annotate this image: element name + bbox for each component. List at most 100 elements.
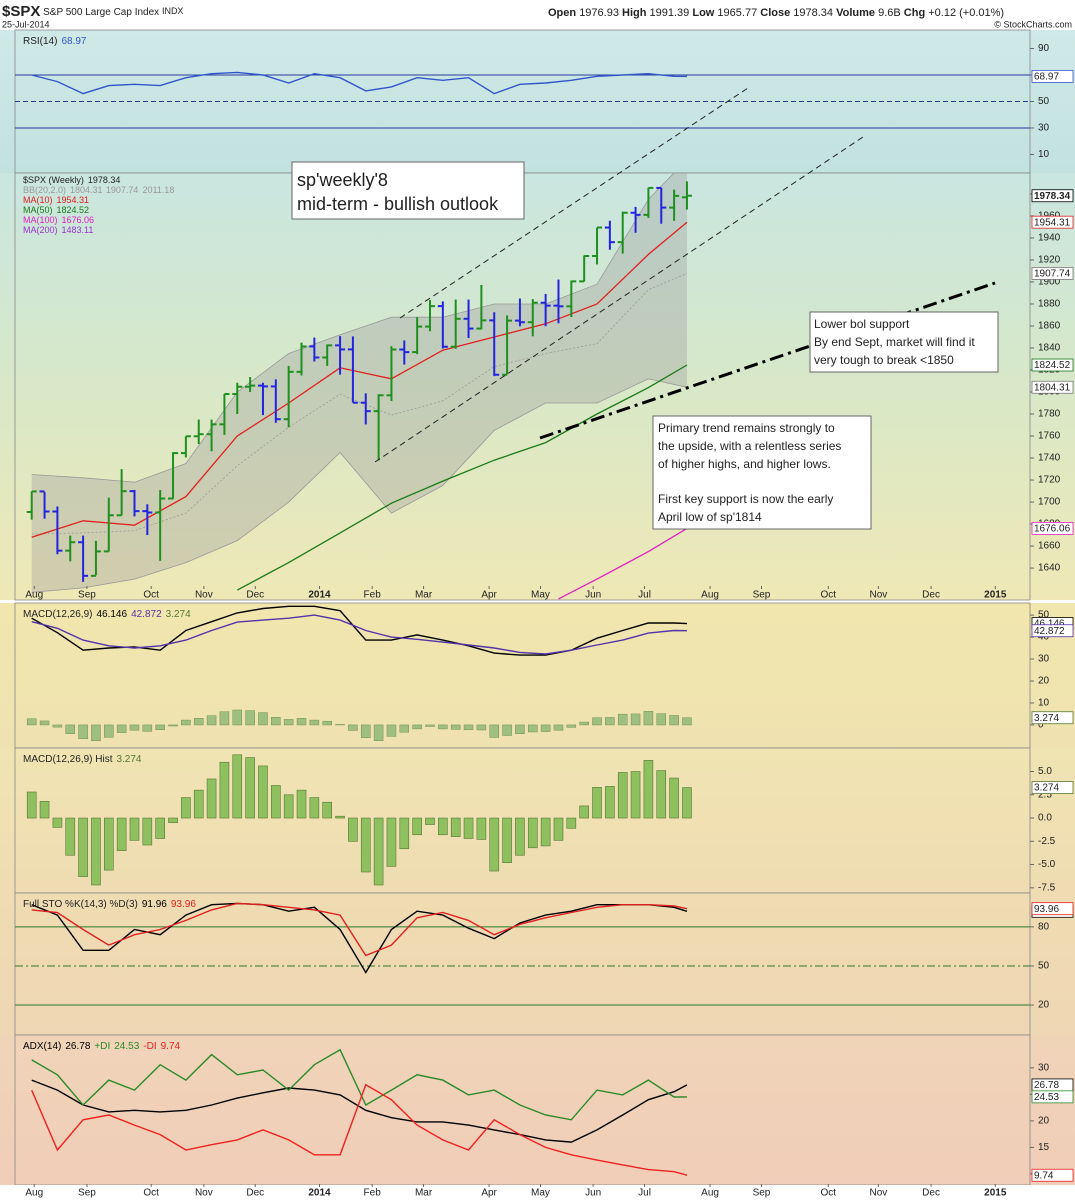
x-tick-label: May: [531, 590, 550, 601]
legend-entry: MA(100): [23, 215, 58, 225]
panel-background: [0, 1035, 1075, 1185]
histogram-bar: [515, 817, 525, 856]
legend-entry: MACD(12,26,9): [23, 609, 92, 620]
y-tick-label: 1860: [1038, 321, 1061, 332]
plot-area: [26, 173, 692, 600]
histogram-bar: [450, 724, 461, 730]
histogram-bar: [91, 724, 101, 742]
date: 25-Jul-2014: [2, 19, 50, 29]
histogram-bar: [605, 717, 615, 726]
annotation-text: First key support is now the early: [658, 492, 833, 506]
x-tick-label: Jul: [638, 590, 651, 601]
x-axis-background: [0, 1185, 1075, 1200]
histogram-bar: [65, 817, 76, 856]
histogram-bar: [682, 787, 692, 819]
plot-area: [15, 902, 1030, 1006]
y-tick-label: 1740: [1038, 453, 1061, 464]
y-tick-label: 30: [1038, 1063, 1050, 1074]
index-name: S&P 500 Large Cap Index: [43, 7, 159, 18]
y-tick-label: 1640: [1038, 563, 1061, 574]
y-tick-label: 1900: [1038, 277, 1061, 288]
x-tick-label: Feb: [364, 1188, 382, 1199]
legend-entry: RSI(14): [23, 36, 57, 47]
x-tick-label: Dec: [922, 590, 940, 601]
x-tick-label: May: [531, 1188, 550, 1199]
x-tick-label: Aug: [25, 590, 43, 601]
label: Open: [548, 7, 576, 19]
label: Close: [760, 7, 790, 19]
y-tick-label: 50: [1038, 96, 1050, 107]
annotation-1: sp'weekly'8 mid-term - bullish outlook: [291, 161, 525, 220]
histogram-bar: [463, 817, 474, 839]
histogram-bar: [412, 724, 422, 730]
channel-lower: [374, 134, 867, 463]
value-tag: [1031, 1090, 1074, 1104]
histogram-bar: [386, 817, 397, 867]
histogram-bar: [656, 770, 667, 819]
x-tick-label: Apr: [481, 1188, 497, 1199]
histogram-bar: [617, 772, 628, 819]
legend: ADX(14) 26.78 +DI 24.53 -DI 9.74: [23, 1041, 181, 1052]
histogram-bar: [553, 817, 564, 841]
volume: 9.6B: [878, 7, 901, 19]
y-tick-label: 0: [1038, 720, 1044, 731]
histogram-bar: [540, 817, 551, 847]
y-tick-label: 1660: [1038, 541, 1061, 552]
symbol: $SPX: [2, 3, 40, 20]
histogram-bar: [296, 718, 307, 726]
label: Chg: [904, 7, 925, 19]
annotation-text: of higher highs, and higher lows.: [658, 457, 831, 471]
legend-entry: 9.74: [161, 1041, 181, 1052]
x-axis: Aug Sep Oct Nov Dec 2014 Feb Mar Apr May Jun Jul Aug…: [0, 1184, 1075, 1200]
histogram-bar: [360, 817, 371, 873]
value-tag-label: 24.53: [1034, 1092, 1059, 1103]
histogram-bar: [258, 765, 268, 819]
low: 1965.77: [717, 7, 757, 19]
plot-area: [26, 754, 692, 886]
legend-entry: ADX(14): [23, 1041, 61, 1052]
value-tag-label: 1804.31: [1034, 382, 1071, 393]
y-tick-label: 50: [1038, 961, 1050, 972]
x-tick-label: Sep: [78, 1188, 96, 1199]
histogram-bar: [386, 724, 397, 737]
x-tick-label: Sep: [753, 1188, 771, 1199]
panel: 1015202530ADX(14)26.78+DI24.53-DI9.7426.…: [0, 1034, 1075, 1186]
histogram-bar: [245, 710, 255, 726]
histogram-bar: [553, 724, 564, 731]
histogram-bar: [283, 719, 294, 726]
value-tag: [1031, 358, 1074, 372]
histogram-bar: [399, 724, 410, 733]
legend-entry: 93.96: [171, 899, 196, 910]
histogram-bar: [219, 761, 230, 819]
panel-background: [0, 173, 1075, 600]
legend-entry: +DI: [94, 1041, 110, 1052]
x-tick-label: Aug: [701, 590, 719, 601]
x-tick-label: Feb: [364, 590, 382, 601]
value-tag-label: 1954.31: [1034, 217, 1071, 228]
annotation-text: By end Sept, market will find it: [814, 335, 975, 349]
x-tick-label: Mar: [415, 1188, 433, 1199]
change: +0.12 (+0.01%): [928, 7, 1004, 19]
legend-entry: 91.96: [142, 899, 167, 910]
x-tick-label: Aug: [701, 1188, 719, 1199]
plot-area: [31, 1048, 688, 1176]
legend: MA(200) 1483.11: [23, 225, 93, 235]
header: $SPX S&P 500 Large Cap Index INDX 25-Jul…: [2, 3, 1072, 29]
x-tick-label: Sep: [78, 590, 96, 601]
histogram-bar: [579, 805, 589, 819]
bollinger-line: [31, 378, 688, 593]
annotation-box: [652, 415, 872, 530]
histogram-bar: [566, 724, 577, 728]
histogram-bar: [206, 778, 217, 819]
panel: 20 50 80 Full STO %K(14,3) %D(3) 91.96 93.96 9…: [0, 892, 1075, 1036]
annotation-text: Lower bol support: [814, 317, 910, 331]
histogram-bar: [116, 817, 127, 851]
legend-entry: 3.274: [166, 609, 191, 620]
legend-entry: BB(20,2.0): [23, 185, 66, 195]
y-tick-label: -2.5: [1038, 836, 1056, 847]
legend-entry: 2011.18: [142, 185, 174, 195]
histogram-bar: [52, 724, 63, 728]
